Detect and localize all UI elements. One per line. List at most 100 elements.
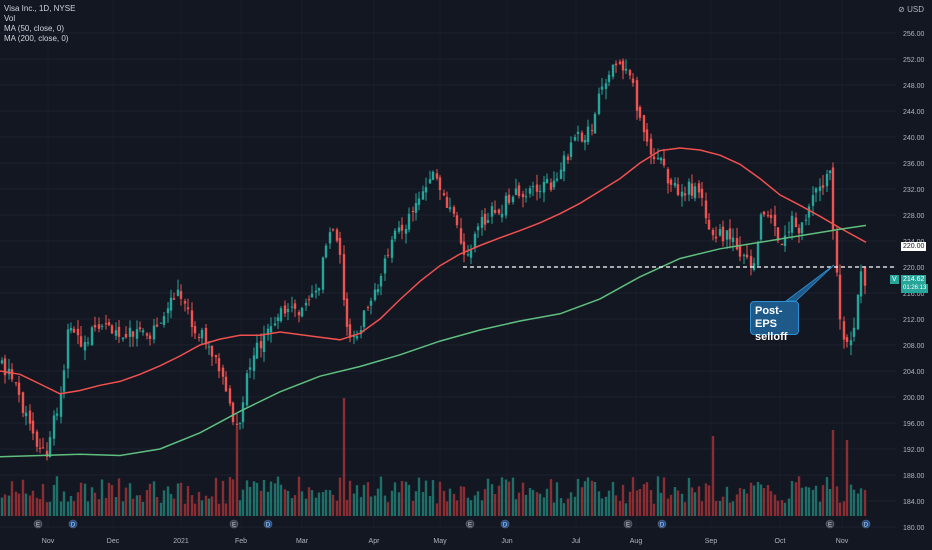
volume-bar (355, 485, 359, 516)
volume-bar (552, 502, 556, 516)
volume-bar (807, 487, 811, 516)
candle-body (117, 326, 121, 337)
candle-body (590, 129, 594, 131)
post-eps-callout[interactable]: Post-EPS selloff (750, 301, 799, 343)
volume-bar (314, 497, 318, 516)
volume-bar (583, 481, 587, 516)
volume-bar (831, 430, 835, 516)
candle-body (469, 250, 473, 258)
candle-body (731, 237, 735, 242)
volume-bar (231, 479, 235, 516)
candle-body (414, 203, 418, 213)
volume-bar (652, 503, 656, 516)
volume-bar (569, 492, 573, 516)
volume-bar (849, 484, 853, 516)
candle-body (562, 155, 566, 172)
candle-body (79, 336, 83, 347)
candle-body (704, 200, 708, 219)
candle-body (480, 216, 484, 228)
symbol-price-marker: V (890, 275, 899, 284)
callout-line-2: selloff (755, 331, 788, 343)
volume-bar (342, 398, 346, 516)
candle-body (769, 215, 773, 218)
volume-bar (393, 482, 397, 516)
volume-bar (800, 487, 804, 516)
candle-body (28, 410, 32, 424)
time-tick-label: May (433, 538, 447, 545)
candle-body (52, 415, 56, 439)
candle-body (376, 289, 380, 293)
price-tick-label: 200.00 (903, 395, 925, 402)
candle-body (397, 227, 401, 232)
price-tick-label: 232.00 (903, 187, 925, 194)
candle-body (459, 228, 463, 244)
volume-bar (486, 478, 490, 516)
candle-body (545, 178, 549, 184)
candle-body (535, 184, 539, 192)
candle-body (248, 367, 252, 370)
volume-bar (683, 502, 687, 516)
candle-body (838, 274, 842, 320)
candle-body (811, 195, 815, 206)
volume-bar (183, 503, 187, 516)
candle-body (252, 355, 256, 371)
volume-bar (835, 486, 839, 516)
volume-bar (690, 487, 694, 516)
candle-body (293, 303, 297, 309)
candle-body (355, 336, 359, 339)
volume-bar (666, 498, 670, 516)
candle-body (159, 322, 163, 324)
candle-body (331, 229, 335, 231)
candle-body (524, 196, 528, 198)
event-marker-icon (657, 519, 667, 529)
volume-bar (210, 496, 214, 516)
volume-bar (524, 494, 528, 516)
candle-body (107, 322, 111, 326)
candle-body (473, 233, 477, 248)
candle-body (307, 299, 311, 301)
volume-bar (328, 490, 332, 516)
candle-body (707, 219, 711, 230)
volume-bar (317, 492, 321, 516)
candle-body (383, 258, 387, 274)
candle-body (797, 227, 801, 234)
candle-body (338, 237, 342, 255)
candle-body (624, 68, 628, 71)
candle-body (259, 341, 263, 349)
price-tick-label: 228.00 (903, 213, 925, 220)
candle-body (317, 288, 321, 291)
volume-bar (310, 490, 314, 516)
volume-bar (93, 492, 97, 516)
volume-bar (504, 479, 508, 516)
volume-bar (676, 490, 680, 516)
volume-bar (172, 498, 176, 516)
candle-body (787, 231, 791, 233)
volume-bar (838, 502, 842, 516)
volume-bar (507, 481, 511, 516)
volume-bar (66, 501, 70, 516)
volume-bar (59, 501, 63, 516)
volume-bar (621, 484, 625, 516)
volume-bar (538, 493, 542, 516)
volume-bar (72, 501, 76, 516)
volume-bar (590, 480, 594, 516)
candle-body (38, 447, 42, 449)
volume-bar (573, 496, 577, 516)
time-tick-label: Jul (572, 538, 581, 545)
candle-body (286, 309, 290, 312)
candle-body (17, 382, 21, 395)
volume-bar (255, 482, 259, 516)
volume-bar (124, 487, 128, 516)
volume-bar (159, 502, 163, 516)
candle-body (714, 236, 718, 239)
event-marker-icon (33, 519, 43, 529)
volume-bar (414, 491, 418, 516)
volume-bar (845, 440, 849, 516)
candle-body (835, 231, 839, 273)
volume-bar (345, 499, 349, 516)
candle-body (690, 183, 694, 196)
volume-bar (117, 478, 121, 516)
